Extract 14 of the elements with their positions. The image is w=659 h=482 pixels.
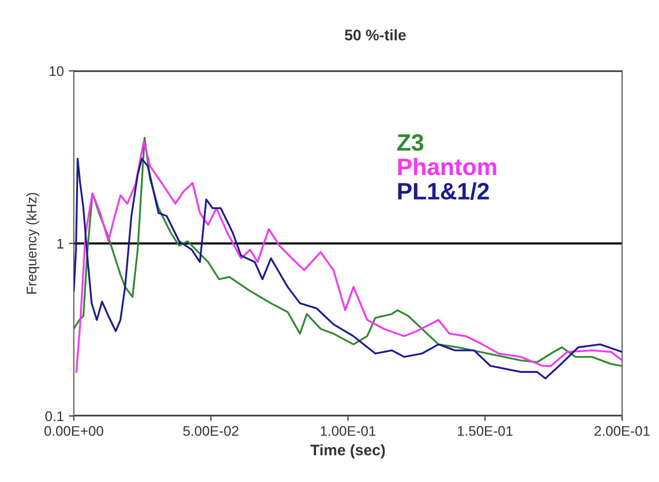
- text: PL1&1/2: [398, 182, 489, 200]
- y-tick-label: 0.1: [45, 411, 64, 422]
- x-tick-label: 2.00E-01: [594, 426, 650, 436]
- text: Phantom: [398, 158, 496, 176]
- x-tick-label: 1.00E-01: [320, 426, 376, 436]
- x-tick-label: 5.00E-02: [183, 426, 238, 436]
- x-tick-label: 0.00E+00: [44, 426, 104, 436]
- x-axis-title: Time (sec): [310, 444, 385, 458]
- y-axis-title: Frequency (kHz): [26, 192, 40, 294]
- chart-title: 50 %-tile: [344, 29, 406, 40]
- y-tick-label: 1: [57, 238, 64, 248]
- x-tick-label: 1.50E-01: [458, 426, 513, 436]
- y-tick-label: 10: [50, 66, 64, 76]
- text: Z3: [397, 134, 424, 151]
